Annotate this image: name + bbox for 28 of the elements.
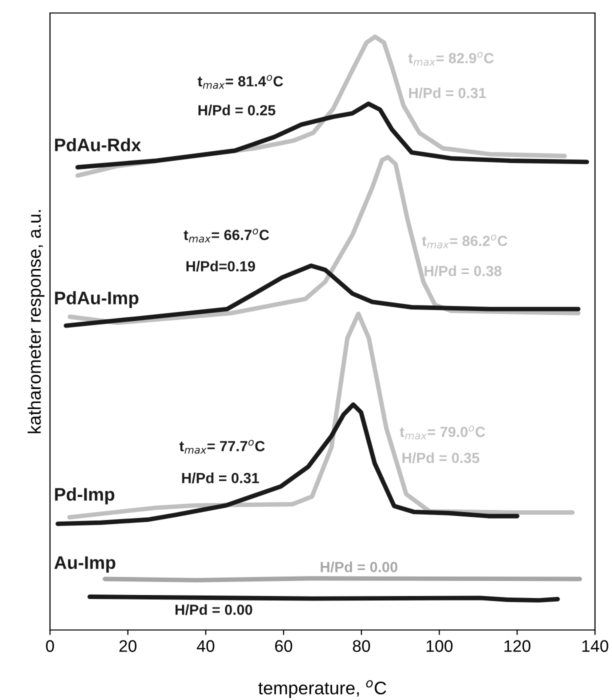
y-axis-title: katharometer response, a.u. <box>28 210 44 434</box>
annotation: PdAu-Rdx <box>55 138 142 152</box>
annotation: H/Pd = 0.31 <box>409 87 486 98</box>
annotation: H/Pd = 0.00 <box>320 562 398 572</box>
annotation: H/Pd = 0.00 <box>176 604 252 616</box>
annotation: H/Pd=0.19 <box>186 260 256 272</box>
x-axis-title: temperature, $^{o}$C <box>258 680 386 698</box>
annotation: H/Pd = 0.25 <box>198 104 276 116</box>
annotation: Pd-Imp <box>55 488 114 504</box>
x-tick-label: 40 <box>196 640 214 652</box>
x-tick-label: 60 <box>275 640 292 652</box>
annotation: Au-Imp <box>54 556 116 573</box>
annotation: PdAu-Imp <box>55 291 138 308</box>
x-tick-label: 120 <box>504 640 530 652</box>
annotation: t$_{max}$= 86.2$^{o}$C <box>422 234 508 248</box>
x-tick-label: 80 <box>352 640 370 652</box>
x-tick-label: 20 <box>119 640 136 652</box>
annotation: t$_{max}$= 66.7$^{o}$C <box>184 228 270 243</box>
annotation: H/Pd = 0.35 <box>402 452 480 464</box>
annotation: t$_{max}$= 77.7$^{o}$C <box>179 440 265 454</box>
annotation: t$_{max}$= 82.9$^{o}$C <box>408 52 494 66</box>
annotation: t$_{max}$= 81.4$^{o}$C <box>198 75 284 89</box>
x-tick-label: 0 <box>46 640 54 652</box>
annotation: H/Pd = 0.38 <box>424 265 502 276</box>
annotation: H/Pd = 0.31 <box>182 472 260 484</box>
annotation: t$_{max}$= 79.0$^{o}$C <box>400 426 486 440</box>
x-tick-label: 100 <box>426 640 453 652</box>
x-tick-label: 140 <box>582 640 608 652</box>
